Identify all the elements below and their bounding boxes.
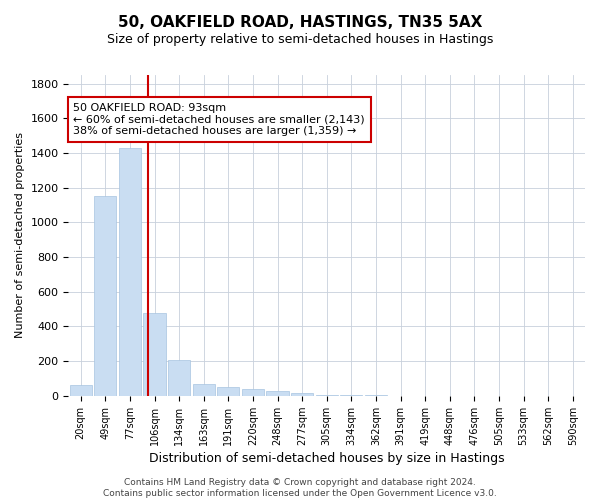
Bar: [291, 393, 313, 396]
Bar: [119, 148, 141, 396]
Bar: [217, 387, 239, 396]
Bar: [316, 395, 338, 396]
Bar: [242, 389, 264, 396]
Bar: [94, 196, 116, 396]
Bar: [266, 391, 289, 396]
Bar: [193, 384, 215, 396]
Bar: [70, 384, 92, 396]
Bar: [168, 360, 190, 396]
X-axis label: Distribution of semi-detached houses by size in Hastings: Distribution of semi-detached houses by …: [149, 452, 505, 465]
Text: 50, OAKFIELD ROAD, HASTINGS, TN35 5AX: 50, OAKFIELD ROAD, HASTINGS, TN35 5AX: [118, 15, 482, 30]
Text: Contains HM Land Registry data © Crown copyright and database right 2024.
Contai: Contains HM Land Registry data © Crown c…: [103, 478, 497, 498]
Text: 50 OAKFIELD ROAD: 93sqm
← 60% of semi-detached houses are smaller (2,143)
38% of: 50 OAKFIELD ROAD: 93sqm ← 60% of semi-de…: [73, 102, 365, 136]
Text: Size of property relative to semi-detached houses in Hastings: Size of property relative to semi-detach…: [107, 32, 493, 46]
Bar: [143, 312, 166, 396]
Y-axis label: Number of semi-detached properties: Number of semi-detached properties: [15, 132, 25, 338]
